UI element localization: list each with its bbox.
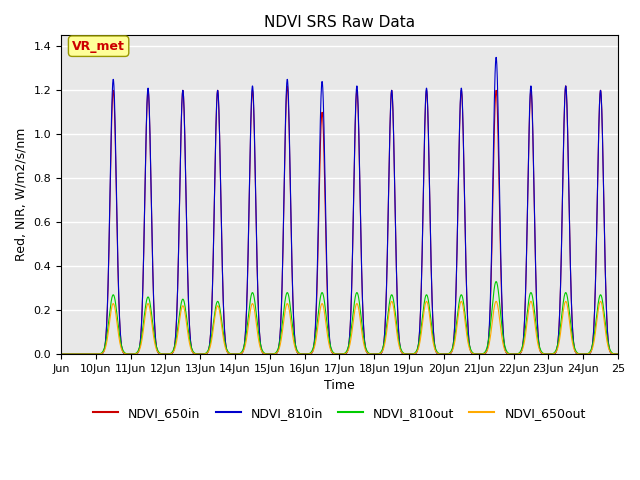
Y-axis label: Red, NIR, W/m2/s/nm: Red, NIR, W/m2/s/nm	[15, 128, 28, 262]
X-axis label: Time: Time	[324, 379, 355, 392]
Text: VR_met: VR_met	[72, 40, 125, 53]
Legend: NDVI_650in, NDVI_810in, NDVI_810out, NDVI_650out: NDVI_650in, NDVI_810in, NDVI_810out, NDV…	[88, 402, 591, 425]
Title: NDVI SRS Raw Data: NDVI SRS Raw Data	[264, 15, 415, 30]
